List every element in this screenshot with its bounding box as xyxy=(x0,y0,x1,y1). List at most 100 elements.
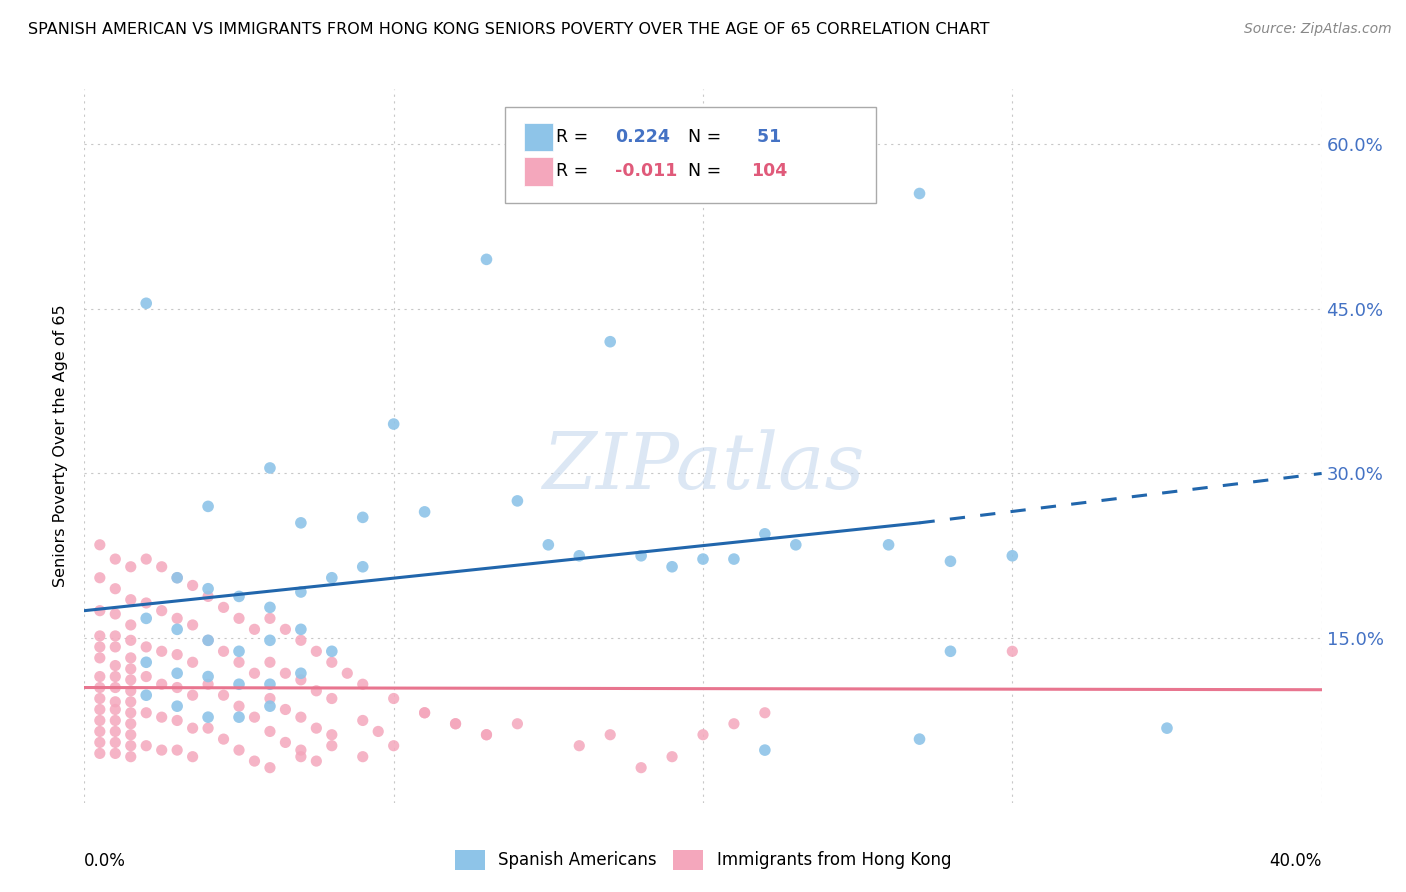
Point xyxy=(259,761,281,775)
Point xyxy=(290,749,312,764)
Point xyxy=(89,735,111,749)
Point xyxy=(135,296,157,310)
Point xyxy=(89,640,111,654)
Point xyxy=(568,549,591,563)
Point xyxy=(290,666,312,681)
Point xyxy=(197,677,219,691)
Point xyxy=(290,673,312,687)
Point xyxy=(321,728,343,742)
Point xyxy=(321,571,343,585)
Point xyxy=(120,683,142,698)
Point xyxy=(259,677,281,691)
Point xyxy=(352,677,374,691)
Point xyxy=(120,716,142,731)
Point xyxy=(352,559,374,574)
Point xyxy=(723,552,745,566)
Point xyxy=(150,743,173,757)
Point xyxy=(259,633,281,648)
Point xyxy=(120,592,142,607)
Point xyxy=(212,688,235,702)
Point xyxy=(120,728,142,742)
Point xyxy=(197,633,219,648)
Point xyxy=(212,644,235,658)
Point xyxy=(228,743,250,757)
Point xyxy=(150,644,173,658)
Point xyxy=(274,666,297,681)
Point xyxy=(120,651,142,665)
Point xyxy=(197,590,219,604)
Point xyxy=(444,716,467,731)
Point xyxy=(568,739,591,753)
Point xyxy=(305,644,328,658)
Point xyxy=(89,571,111,585)
Point xyxy=(104,681,127,695)
Point xyxy=(212,600,235,615)
Text: -0.011: -0.011 xyxy=(616,162,678,180)
Point xyxy=(475,728,498,742)
Point xyxy=(599,334,621,349)
Point xyxy=(135,688,157,702)
Legend: Spanish Americans, Immigrants from Hong Kong: Spanish Americans, Immigrants from Hong … xyxy=(449,843,957,877)
Point xyxy=(352,714,374,728)
Point xyxy=(104,714,127,728)
Point xyxy=(181,618,204,632)
Point xyxy=(336,666,359,681)
Text: 0.0%: 0.0% xyxy=(84,852,127,870)
FancyBboxPatch shape xyxy=(523,123,554,152)
Point xyxy=(908,732,931,747)
Point xyxy=(228,710,250,724)
Point xyxy=(135,669,157,683)
Point xyxy=(135,640,157,654)
Point xyxy=(290,633,312,648)
Point xyxy=(197,633,219,648)
Point xyxy=(120,706,142,720)
Point xyxy=(259,699,281,714)
Point xyxy=(150,677,173,691)
Point xyxy=(290,516,312,530)
Point xyxy=(135,596,157,610)
Point xyxy=(475,252,498,267)
Point xyxy=(506,716,529,731)
Point xyxy=(181,749,204,764)
Point xyxy=(692,728,714,742)
Point xyxy=(89,724,111,739)
Point xyxy=(259,461,281,475)
Point xyxy=(661,559,683,574)
Point xyxy=(321,644,343,658)
Point xyxy=(181,688,204,702)
Point xyxy=(150,710,173,724)
Point xyxy=(120,673,142,687)
Point xyxy=(444,716,467,731)
Point xyxy=(104,552,127,566)
Point xyxy=(120,662,142,676)
Point xyxy=(290,710,312,724)
Point xyxy=(475,728,498,742)
Text: SPANISH AMERICAN VS IMMIGRANTS FROM HONG KONG SENIORS POVERTY OVER THE AGE OF 65: SPANISH AMERICAN VS IMMIGRANTS FROM HONG… xyxy=(28,22,990,37)
Point xyxy=(754,526,776,541)
Point xyxy=(1001,549,1024,563)
Point xyxy=(259,655,281,669)
Point xyxy=(321,739,343,753)
Point xyxy=(166,681,188,695)
Point xyxy=(537,538,560,552)
Point xyxy=(243,623,266,637)
Point xyxy=(104,695,127,709)
Text: N =: N = xyxy=(688,128,727,146)
Point xyxy=(274,702,297,716)
Point xyxy=(89,702,111,716)
Point xyxy=(305,754,328,768)
Point xyxy=(228,644,250,658)
Text: R =: R = xyxy=(555,128,593,146)
Point xyxy=(228,677,250,691)
Point xyxy=(290,585,312,599)
Point xyxy=(259,691,281,706)
Point xyxy=(135,655,157,669)
Point xyxy=(166,571,188,585)
Point xyxy=(104,658,127,673)
Point xyxy=(181,578,204,592)
Point xyxy=(197,669,219,683)
Point xyxy=(382,691,405,706)
Point xyxy=(104,724,127,739)
Point xyxy=(305,683,328,698)
Point xyxy=(274,735,297,749)
